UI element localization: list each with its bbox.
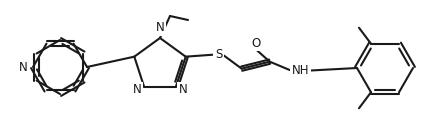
Text: S: S xyxy=(215,48,223,61)
Text: N: N xyxy=(155,21,164,34)
Text: NH: NH xyxy=(292,64,309,77)
Text: N: N xyxy=(179,83,187,96)
Text: N: N xyxy=(132,83,141,96)
Text: N: N xyxy=(19,60,28,74)
Text: O: O xyxy=(251,37,260,50)
